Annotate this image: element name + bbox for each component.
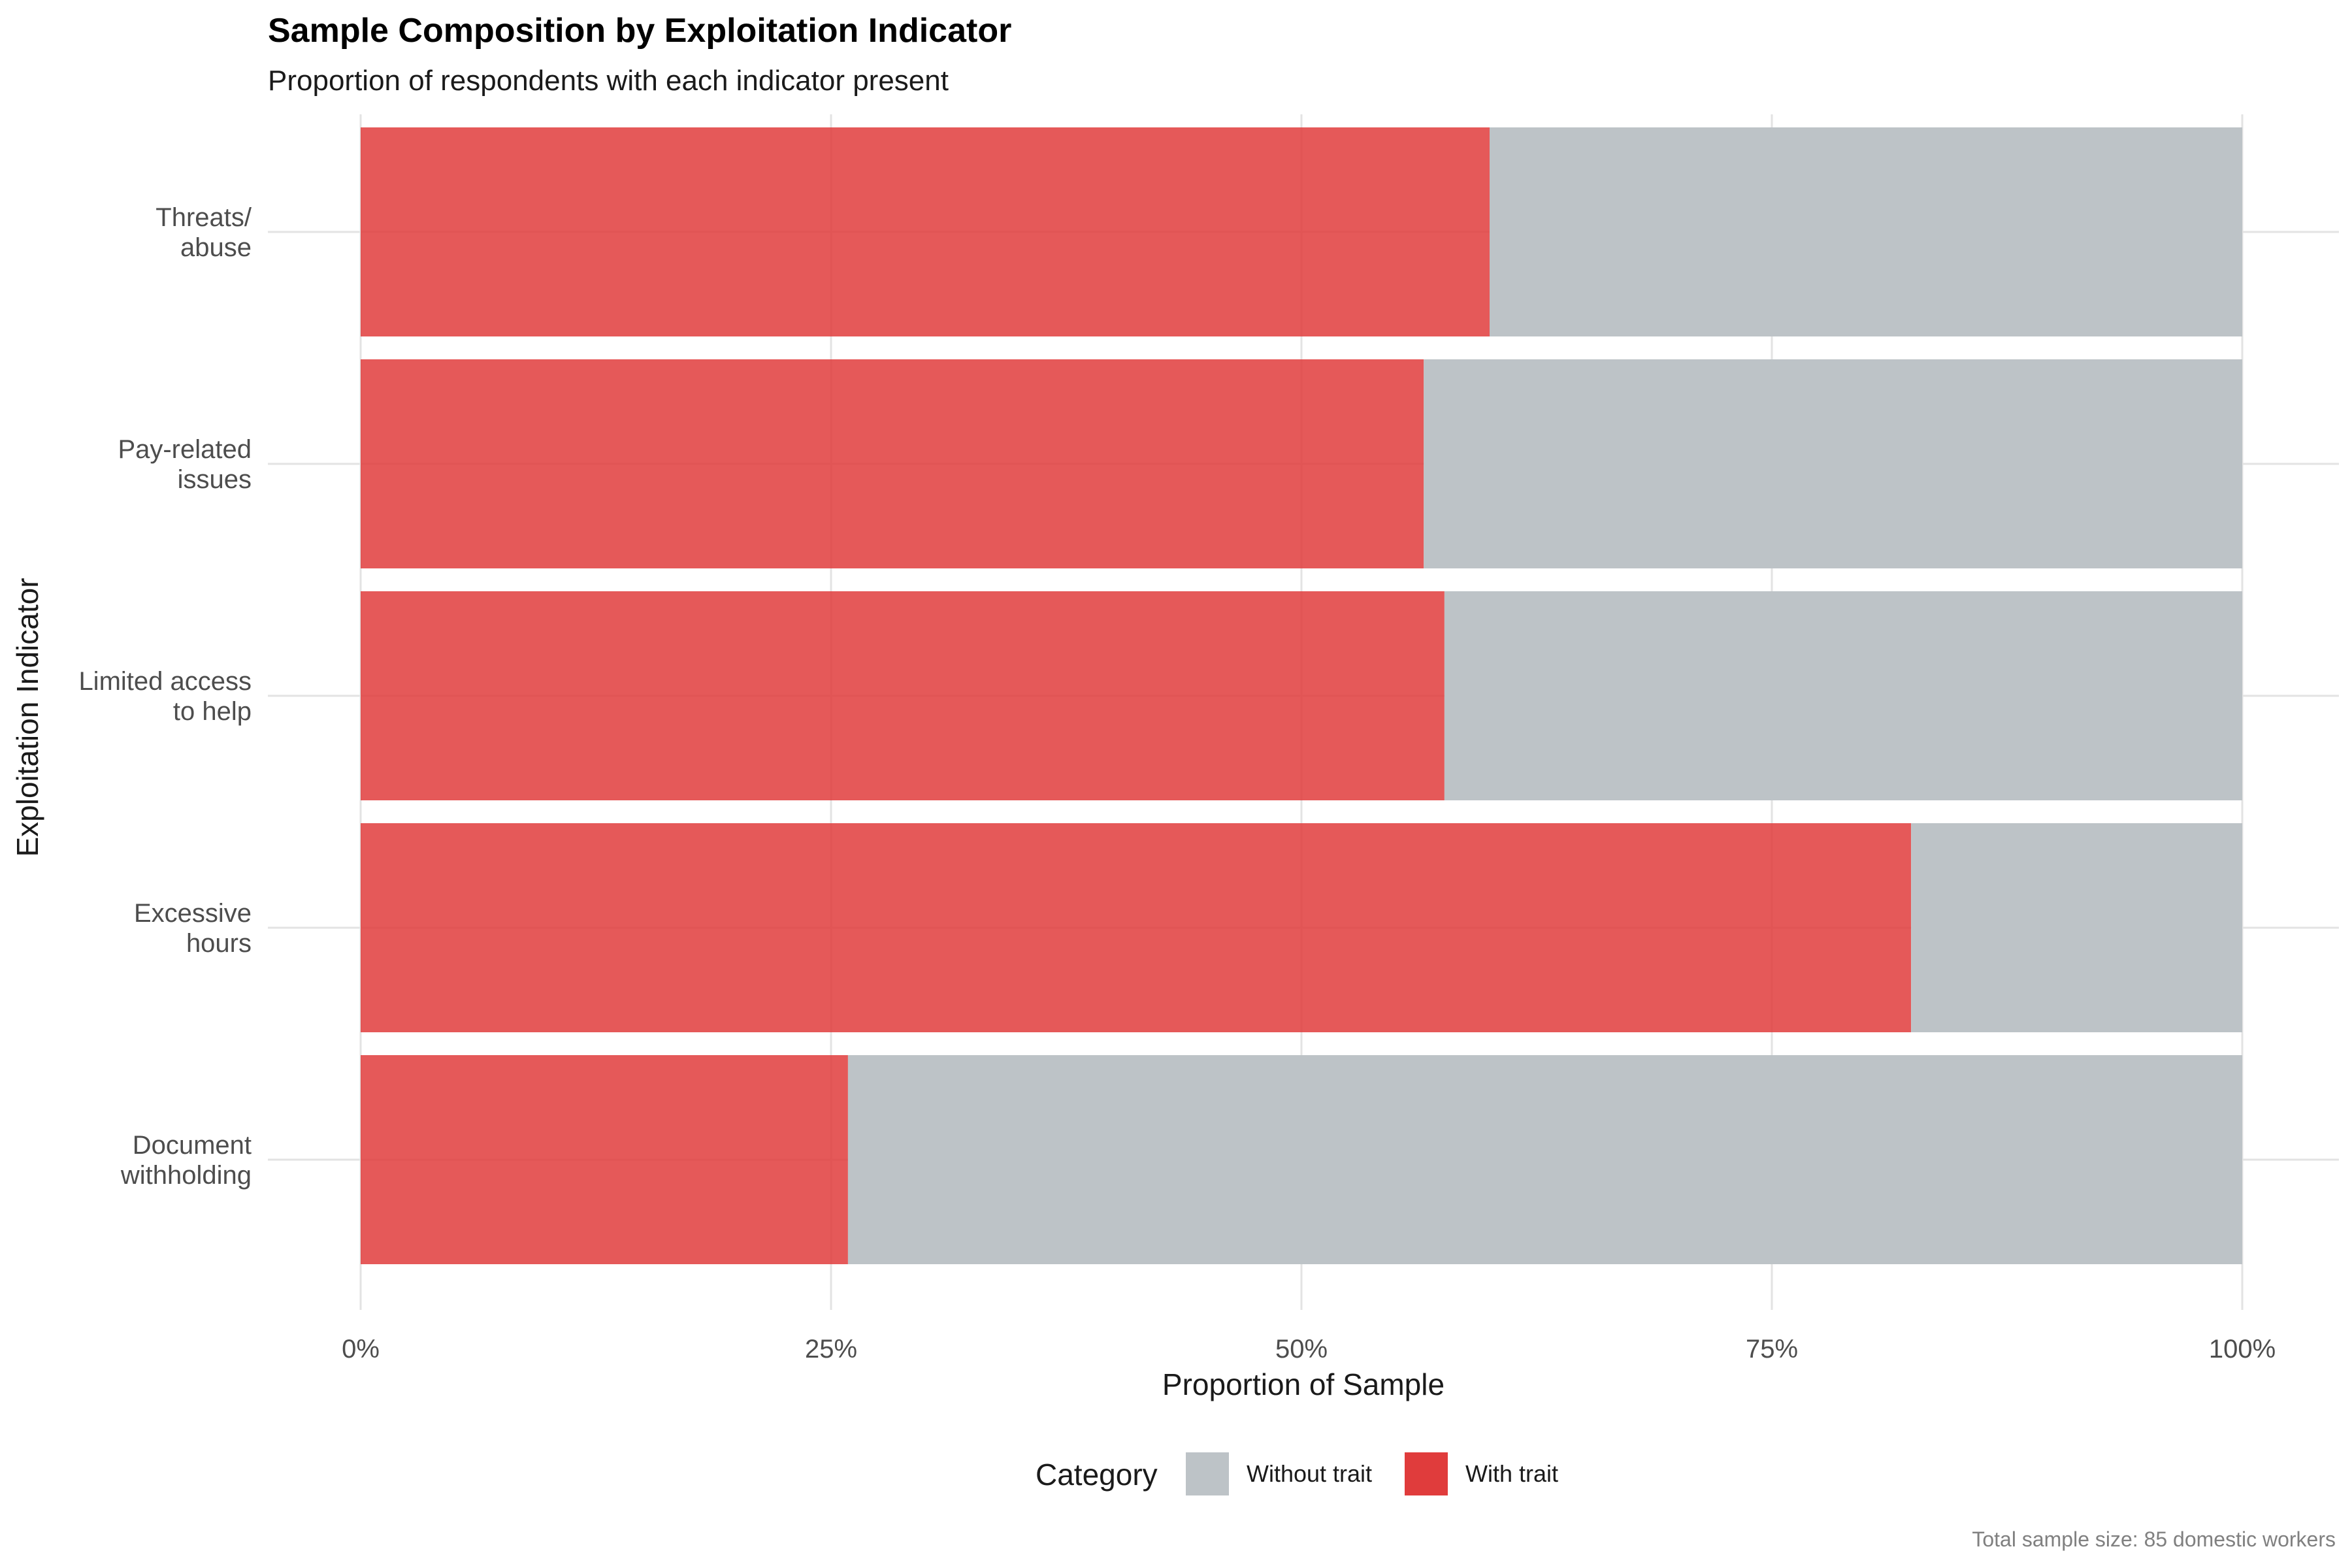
y-tick-label-4: Threats/abuse xyxy=(155,203,252,262)
legend-key-1 xyxy=(1405,1452,1448,1495)
bar-with-trait-3 xyxy=(361,359,1424,568)
legend-key-0 xyxy=(1186,1452,1229,1495)
legend-title: Category xyxy=(1036,1458,1158,1492)
legend-label-0: Without trait xyxy=(1247,1460,1372,1487)
y-tick-label-1: Excessive hours xyxy=(134,899,252,958)
bars xyxy=(361,127,2243,1264)
x-tick-label-4: 100% xyxy=(2209,1335,2276,1364)
y-tick-label-0: Document withholding xyxy=(120,1131,252,1190)
chart-caption: Total sample size: 85 domestic workers xyxy=(1972,1527,2336,1551)
x-tick-label-1: 25% xyxy=(805,1335,857,1364)
chart-title: Sample Composition by Exploitation Indic… xyxy=(268,12,1011,50)
bar-with-trait-0 xyxy=(361,1055,848,1264)
x-tick-label-3: 75% xyxy=(1746,1335,1798,1364)
bar-with-trait-4 xyxy=(361,127,1490,336)
x-tick-label-2: 50% xyxy=(1275,1335,1328,1364)
legend-label-1: With trait xyxy=(1465,1460,1558,1487)
bar-without-trait-1 xyxy=(1911,823,2242,1032)
y-tick-label-3: Pay-related issues xyxy=(118,435,252,494)
bar-without-trait-3 xyxy=(1424,359,2242,568)
legend: Category Without trait With trait xyxy=(1036,1452,1558,1495)
chart-subtitle: Proportion of respondents with each indi… xyxy=(268,65,949,97)
bar-without-trait-0 xyxy=(847,1055,2243,1264)
x-tick-labels: 0% 25% 50% 75% 100% xyxy=(342,1335,2276,1364)
bar-with-trait-1 xyxy=(361,823,1912,1032)
x-axis-title: Proportion of Sample xyxy=(1162,1367,1445,1401)
bar-without-trait-4 xyxy=(1490,127,2242,336)
x-tick-label-0: 0% xyxy=(342,1335,380,1364)
bar-without-trait-2 xyxy=(1444,591,2242,800)
y-tick-labels: Document withholding Excessive hours Limited… xyxy=(78,203,252,1190)
bar-with-trait-2 xyxy=(361,591,1445,800)
y-tick-label-2: Limited access to help xyxy=(78,667,252,726)
y-axis-title: Exploitation Indicator xyxy=(10,578,44,857)
